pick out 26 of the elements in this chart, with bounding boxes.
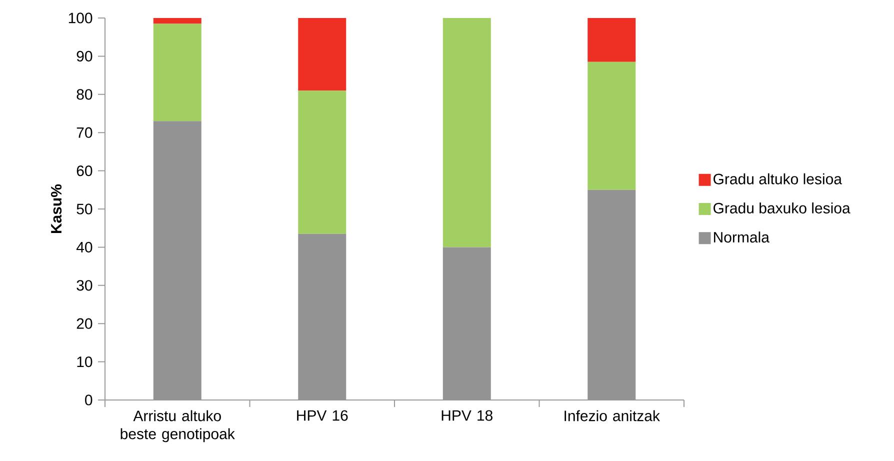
x-tick-label: Arristu altuko beste genotipoak (120, 410, 235, 442)
y-tick-label: 80 (76, 89, 92, 100)
legend-label: Normala (714, 232, 770, 243)
bar (298, 18, 346, 91)
bar (588, 18, 636, 62)
y-tick-label: 20 (76, 318, 92, 329)
x-tick-label: Infezio anitzak (564, 410, 660, 422)
y-tick-label: 40 (76, 242, 92, 253)
legend-label: Gradu baxuko lesioa (714, 202, 850, 214)
x-tick-label: HPV 18 (442, 410, 492, 421)
y-tick-label: 30 (76, 280, 92, 291)
bar (588, 62, 636, 190)
bar (298, 90, 346, 234)
y-tick-label: 10 (77, 356, 92, 368)
y-tick-label: 100 (68, 12, 92, 24)
y-tick-label: 90 (76, 50, 92, 62)
y-tick-label: 50 (76, 204, 92, 214)
y-axis-title: Kasu% (51, 184, 62, 234)
legend-label: Gradu altuko lesioa (714, 173, 842, 184)
bar (153, 18, 202, 24)
bar (442, 18, 491, 248)
bar (153, 24, 202, 122)
y-tick-label: 0 (85, 394, 92, 406)
y-tick-label: 60 (76, 165, 92, 176)
y-tick-label: 70 (76, 127, 92, 138)
x-tick-label: HPV 16 (297, 410, 348, 421)
